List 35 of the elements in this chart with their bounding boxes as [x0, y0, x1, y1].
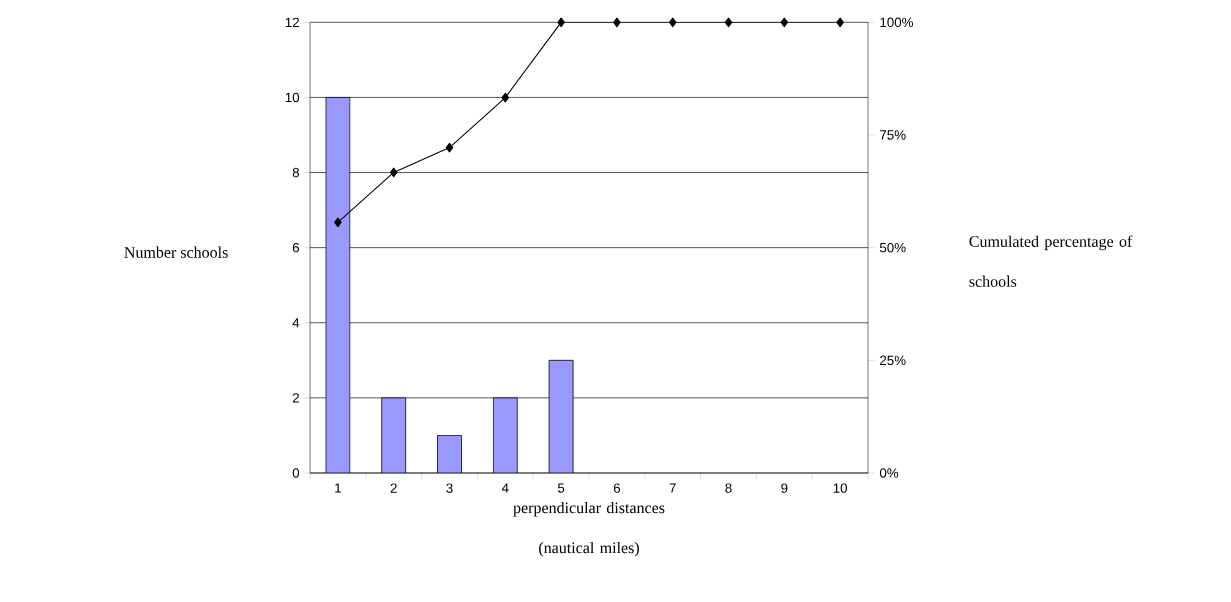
point [501, 92, 510, 103]
x-tick-label: 3 [446, 483, 453, 493]
x-tick-label: 8 [725, 483, 732, 493]
y2-tick-label: 0% [879, 468, 899, 478]
x-tick-label: 9 [781, 483, 788, 493]
x-tick-label: 5 [557, 483, 565, 493]
point [613, 17, 621, 28]
x-tick-label: 10 [833, 483, 848, 493]
y-tick-label: 2 [292, 393, 299, 403]
point [334, 217, 342, 228]
x-tick-label: 4 [501, 483, 509, 493]
point [445, 142, 454, 153]
point [389, 167, 398, 178]
y-tick-label: 10 [285, 92, 300, 103]
y-tick-label: 0 [292, 468, 300, 478]
y2-tick-label: 50% [879, 242, 906, 253]
x-tick-label: 7 [669, 483, 676, 493]
y2-tick-label: 100% [880, 17, 914, 28]
y-tick-label: 6 [292, 242, 300, 253]
point [668, 17, 677, 28]
y-tick-label: 4 [292, 318, 300, 328]
y-axis-title: Number schools [124, 246, 228, 258]
y-tick-label: 8 [292, 167, 300, 178]
x-tick-label: 1 [335, 483, 341, 493]
point [780, 17, 789, 28]
text: perpendicular distances (nautical miles) [513, 501, 665, 557]
text: Cumulated percentage of schools [969, 235, 1133, 287]
y2-tick-label: 25% [880, 355, 906, 366]
point [557, 17, 565, 28]
point [724, 17, 733, 28]
x-tick-label: 2 [390, 483, 397, 493]
x-tick-label: 6 [613, 483, 621, 493]
point [836, 17, 844, 28]
y2-tick-label: 75% [880, 130, 906, 140]
y-tick-label: 12 [285, 17, 299, 27]
